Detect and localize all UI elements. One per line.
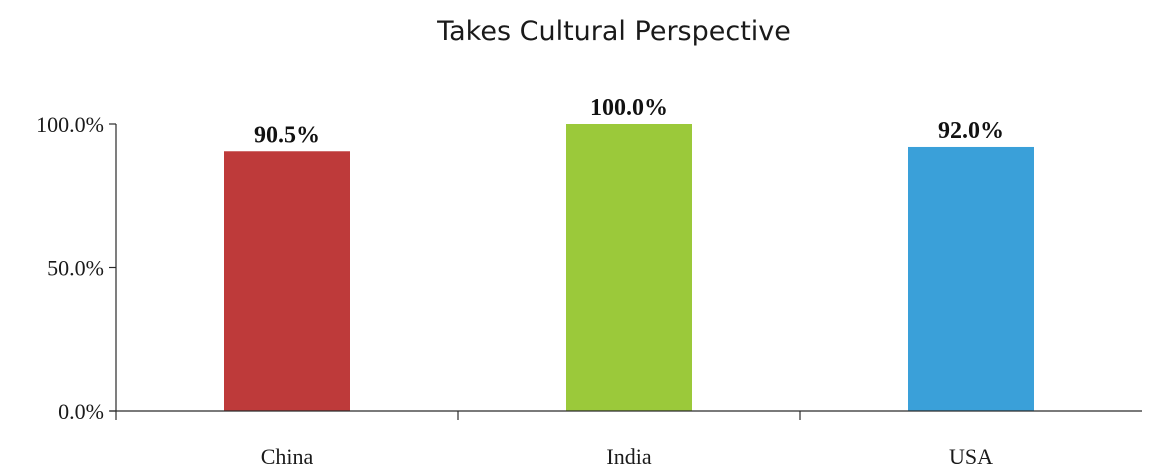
bars bbox=[224, 124, 1034, 411]
x-tick-label-usa: USA bbox=[949, 444, 993, 466]
y-tick-label: 50.0% bbox=[47, 256, 104, 281]
bar-usa bbox=[908, 146, 1034, 411]
x-tick-label-india: India bbox=[606, 444, 651, 466]
x-axis: China India USA bbox=[110, 410, 1142, 466]
data-label-usa: 92.0% bbox=[938, 118, 1004, 144]
bar-china bbox=[224, 151, 350, 411]
y-tick-label: 100.0% bbox=[36, 112, 104, 137]
data-labels: 90.5% 100.0% 92.0% bbox=[254, 95, 1004, 148]
data-label-china: 90.5% bbox=[254, 122, 320, 148]
y-axis: 0.0% 50.0% 100.0% bbox=[36, 112, 117, 424]
y-tick-label: 0.0% bbox=[58, 399, 104, 424]
x-tick-label-china: China bbox=[261, 444, 314, 466]
chart-title: Takes Cultural Perspective bbox=[436, 16, 791, 47]
bar-india bbox=[566, 124, 692, 411]
data-label-india: 100.0% bbox=[590, 95, 668, 121]
